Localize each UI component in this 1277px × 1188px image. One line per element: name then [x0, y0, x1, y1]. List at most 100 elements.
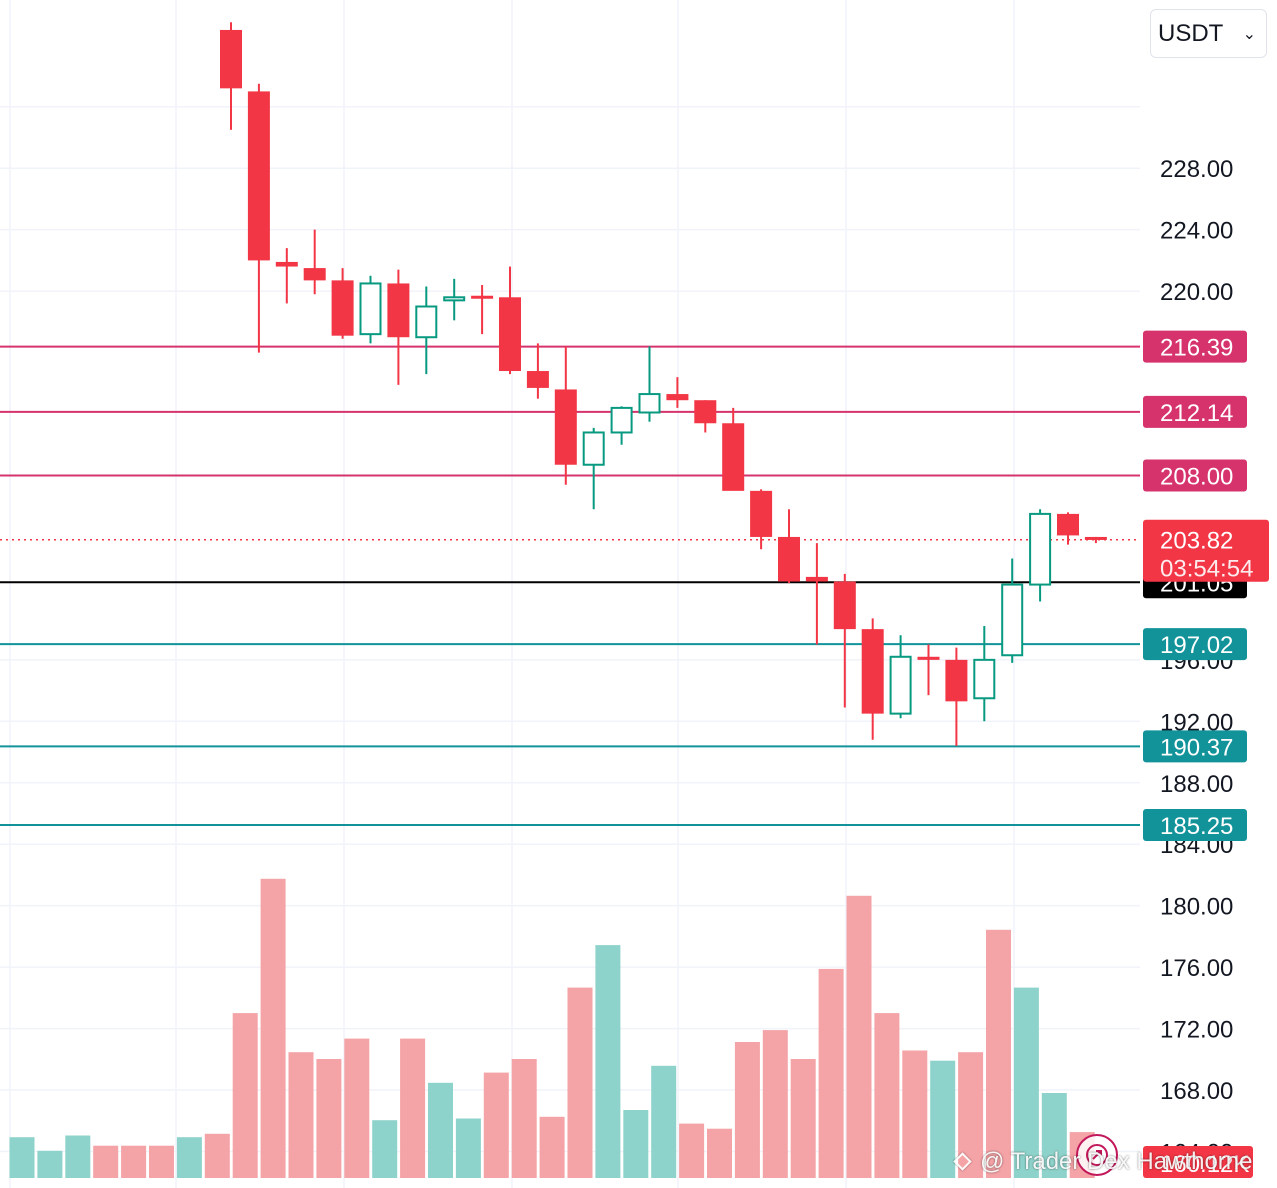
volume-bar — [455, 1118, 481, 1178]
volume-bar — [1041, 1093, 1067, 1178]
candle-body — [889, 655, 912, 715]
replay-button[interactable] — [1076, 1134, 1118, 1176]
volume-bar — [428, 1082, 453, 1178]
volume-bar — [344, 1038, 370, 1178]
price-tick-label: 228.00 — [1160, 156, 1233, 183]
price-axis[interactable]: 228.00224.00220.00196.00192.00188.00184.… — [1160, 156, 1233, 1166]
level-badge-label: 216.39 — [1160, 335, 1233, 362]
candle-body — [554, 389, 577, 465]
candle — [331, 268, 354, 339]
candle — [638, 346, 661, 422]
volume-bar — [149, 1145, 174, 1178]
volume-bar — [790, 1059, 816, 1178]
candle — [666, 377, 689, 408]
level-badge-label: 190.37 — [1160, 734, 1233, 761]
watermark: @ Trader Dex Hawthorne — [952, 1146, 1252, 1178]
candle-body — [220, 29, 242, 89]
price-tick-label: 180.00 — [1160, 894, 1233, 921]
candle — [610, 406, 633, 445]
price-tick-label: 172.00 — [1160, 1017, 1233, 1044]
volume-bar — [707, 1128, 732, 1178]
candle-body — [359, 282, 382, 336]
volume-bar — [483, 1072, 509, 1178]
volume-bars — [9, 878, 1095, 1178]
volume-bar — [986, 929, 1011, 1178]
candle-body — [443, 296, 466, 302]
candle — [917, 644, 940, 696]
volume-bar — [232, 1013, 258, 1178]
candle — [275, 248, 298, 304]
candle-body — [275, 261, 298, 267]
candle-body — [750, 490, 773, 537]
candle — [471, 284, 494, 335]
volume-bar — [818, 968, 844, 1178]
candle-body — [415, 305, 438, 339]
candle — [694, 400, 717, 433]
candle-body — [638, 393, 661, 414]
candle — [359, 275, 382, 344]
candle — [526, 343, 549, 399]
volume-bar — [372, 1120, 398, 1178]
currency-label: USDT — [1158, 19, 1224, 47]
candle — [805, 543, 828, 645]
countdown-label: 03:54:54 — [1160, 556, 1253, 583]
volume-bar — [734, 1042, 760, 1178]
candle-body — [666, 394, 689, 401]
candle-body — [331, 280, 354, 336]
candle — [247, 83, 270, 353]
volume-bar — [1013, 987, 1039, 1178]
candle-body — [945, 659, 968, 702]
candle — [945, 647, 968, 746]
volume-bar — [65, 1135, 91, 1178]
volume-bar — [288, 1052, 314, 1178]
candle-body — [582, 431, 605, 466]
candle — [833, 573, 856, 708]
watermark-text: @ Trader Dex Hawthorne — [980, 1148, 1253, 1175]
volume-badge-bg — [1143, 1146, 1253, 1178]
candle — [1029, 509, 1052, 602]
price-tick-label: 176.00 — [1160, 955, 1233, 982]
binance-logo-icon — [952, 1151, 974, 1173]
level-badge-bg — [1143, 330, 1247, 363]
price-badges: 216.39212.14208.00201.05197.02190.37185.… — [1143, 330, 1269, 1178]
candle — [220, 22, 242, 130]
level-badge-bg — [1143, 459, 1247, 492]
candle — [415, 286, 438, 375]
candle-body — [499, 297, 521, 372]
volume-bar — [37, 1150, 63, 1178]
volume-bar — [651, 1065, 677, 1178]
candle — [889, 635, 912, 719]
current-price-label: 203.82 — [1160, 528, 1233, 555]
level-badge-label: 208.00 — [1160, 463, 1233, 490]
candle-body — [1029, 512, 1052, 586]
candle-body — [861, 629, 884, 714]
candle — [861, 618, 884, 740]
volume-bar — [511, 1059, 537, 1178]
price-tick-label: 188.00 — [1160, 771, 1233, 798]
level-badge-bg — [1143, 395, 1247, 428]
candle-body — [778, 536, 800, 582]
candle-body — [1084, 536, 1107, 540]
volume-bar — [623, 1110, 649, 1178]
volume-bar — [121, 1145, 147, 1178]
candle-body — [1001, 583, 1024, 657]
volume-bar — [567, 987, 593, 1178]
candle — [750, 489, 773, 550]
candle-body — [917, 656, 940, 660]
candle-body — [247, 91, 270, 261]
currency-select[interactable]: USDT ⌄ — [1150, 9, 1267, 58]
volume-bar — [762, 1030, 788, 1178]
candle — [303, 229, 326, 295]
volume-bar — [846, 895, 872, 1178]
candle — [1057, 512, 1079, 545]
chevron-down-icon: ⌄ — [1242, 25, 1256, 43]
volume-bar — [595, 945, 621, 1178]
candle-body — [303, 268, 326, 281]
price-tick-label: 168.00 — [1160, 1078, 1233, 1105]
candle — [554, 346, 577, 485]
candle — [1001, 558, 1024, 663]
candle-body — [833, 581, 856, 630]
candle-body — [805, 576, 828, 582]
